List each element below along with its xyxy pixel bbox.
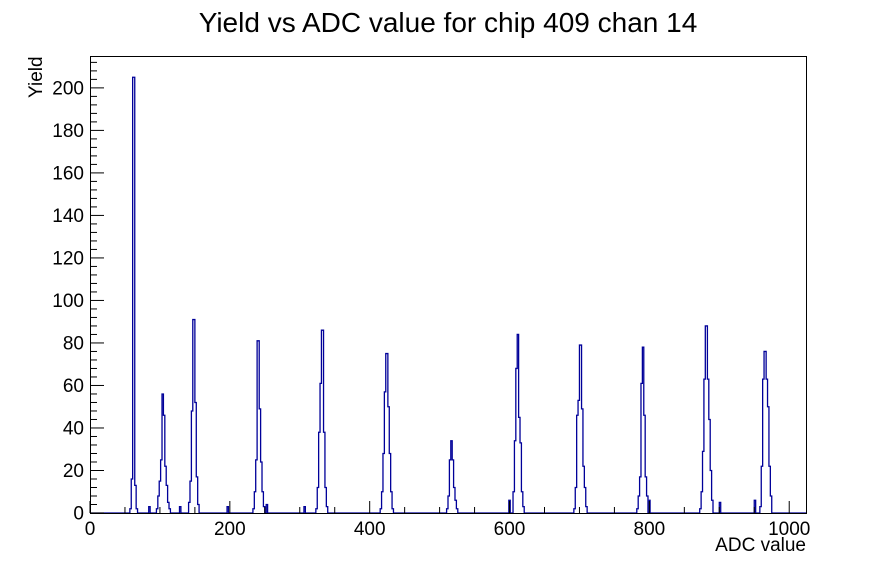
y-tick-label: 100 xyxy=(52,291,84,312)
x-tick-label: 0 xyxy=(85,519,96,540)
x-tick-label: 800 xyxy=(634,519,666,540)
x-axis-tick-labels: 0 200 400 600 800 1000 xyxy=(85,519,811,540)
y-tick-label: 0 xyxy=(73,504,84,525)
x-tick-label: 600 xyxy=(494,519,526,540)
y-tick-label: 80 xyxy=(63,333,84,354)
histogram-line xyxy=(90,76,806,514)
y-tick-label: 60 xyxy=(63,376,84,397)
y-tick-label: 160 xyxy=(52,163,84,184)
x-tick-label: 1000 xyxy=(768,519,810,540)
y-tick-label: 200 xyxy=(52,78,84,99)
y-axis-tick-labels: 0 20 40 60 80 100 120 140 160 180 200 xyxy=(52,78,84,524)
plot-frame xyxy=(90,56,807,514)
y-tick-label: 40 xyxy=(63,418,84,439)
y-tick-label: 180 xyxy=(52,121,84,142)
chart-title: Yield vs ADC value for chip 409 chan 14 xyxy=(199,7,698,38)
axis-ticks xyxy=(89,61,790,514)
x-axis-title: ADC value xyxy=(715,535,806,556)
x-tick-label: 400 xyxy=(354,519,386,540)
x-tick-label: 200 xyxy=(214,519,246,540)
y-axis-title: Yield xyxy=(26,56,47,98)
y-tick-label: 140 xyxy=(52,206,84,227)
y-tick-label: 120 xyxy=(52,248,84,269)
y-tick-label: 20 xyxy=(63,461,84,482)
